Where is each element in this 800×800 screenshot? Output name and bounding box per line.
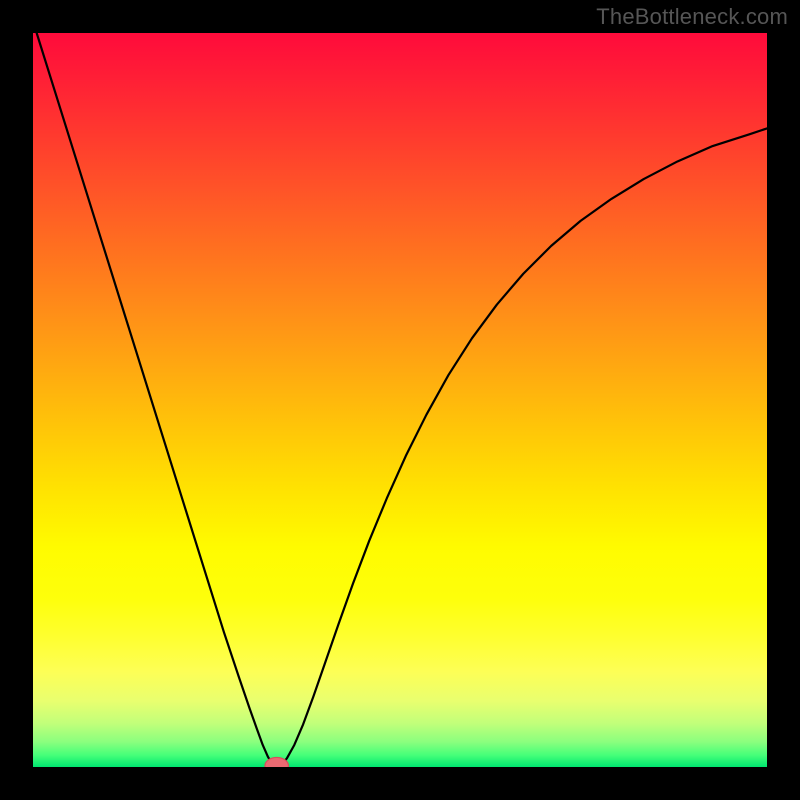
gradient-background bbox=[33, 33, 767, 767]
plot-area bbox=[33, 33, 767, 767]
plot-svg bbox=[33, 33, 767, 767]
chart-container: TheBottleneck.com bbox=[0, 0, 800, 800]
watermark-text: TheBottleneck.com bbox=[596, 4, 788, 30]
